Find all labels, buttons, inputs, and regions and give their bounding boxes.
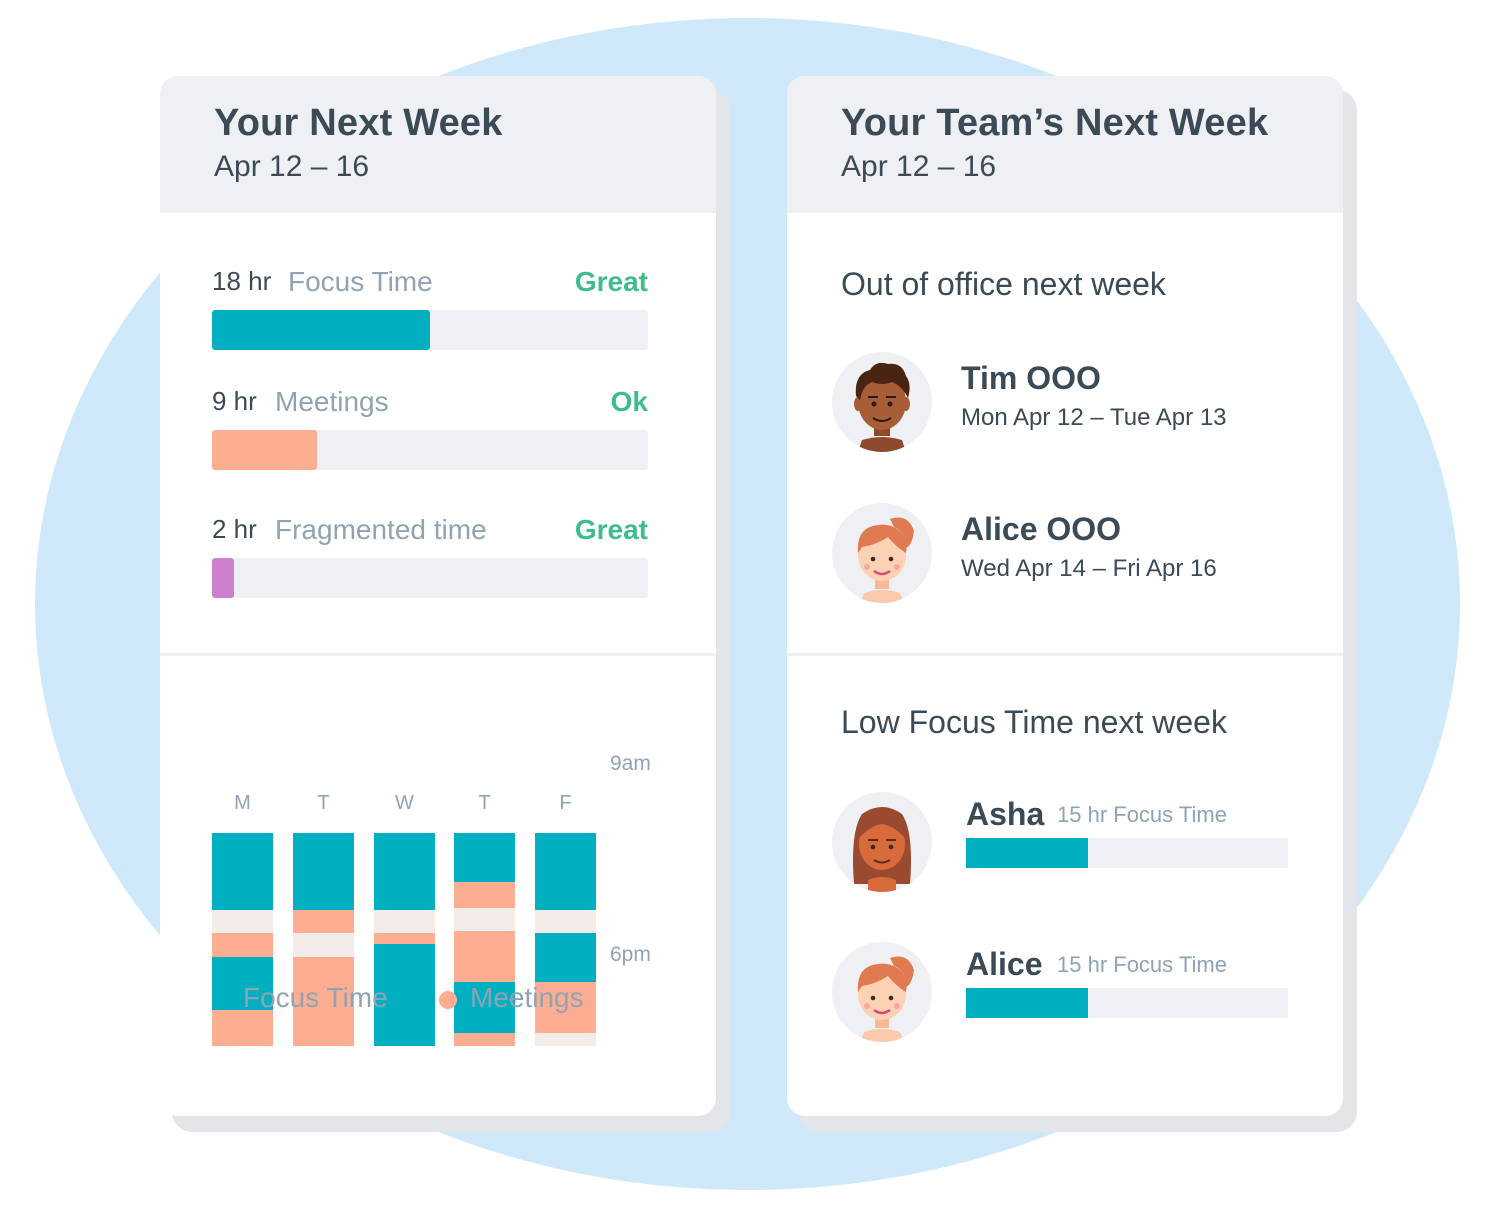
schedule-block-meetings <box>374 933 435 944</box>
schedule-block-meetings <box>293 909 354 934</box>
metric-bar-track <box>212 430 648 470</box>
metric-rating: Great <box>574 514 648 545</box>
section-divider <box>787 653 1343 656</box>
schedule-block-focus <box>454 982 515 1034</box>
low-focus-section-title: Low Focus Time next week <box>841 704 1227 740</box>
schedule-block-meetings <box>454 881 515 908</box>
legend-label: Meetings <box>470 982 584 1013</box>
card-date-range: Apr 12 – 16 <box>841 150 997 183</box>
person-name: Asha <box>966 796 1045 832</box>
team-next-week-card: Your Team’s Next Week Apr 12 – 16 Out of… <box>787 76 1343 1116</box>
person-focus-hours: 15 hr Focus Time <box>1057 952 1227 977</box>
focus-bar-fill <box>966 988 1089 1018</box>
focus-bar-track <box>966 838 1288 868</box>
woman-long-hair-avatar <box>832 792 932 892</box>
metric-label: Fragmented time <box>275 514 487 545</box>
schedule-block-gap <box>535 909 596 934</box>
schedule-block-gap <box>535 1033 596 1046</box>
legend-dot-focus <box>212 991 230 1009</box>
focus-bar-fill <box>966 838 1089 868</box>
schedule-block-focus <box>374 833 435 910</box>
woman-ponytail-avatar <box>832 942 932 1042</box>
section-divider <box>160 653 716 656</box>
focus-bar-track <box>966 988 1288 1018</box>
card-date-range: Apr 12 – 16 <box>214 150 370 183</box>
metric-focus-time: 18 hr Focus Time Great <box>212 266 648 356</box>
day-column <box>374 833 435 1046</box>
day-label: F <box>559 792 572 814</box>
schedule-block-meetings <box>212 933 273 957</box>
person-focus-hours: 15 hr Focus Time <box>1057 802 1227 827</box>
metric-rating: Ok <box>610 386 648 417</box>
schedule-block-focus <box>454 833 515 882</box>
schedule-block-focus <box>535 933 596 983</box>
metric-label: Meetings <box>275 386 389 417</box>
person-dates: Wed Apr 14 – Fri Apr 16 <box>961 555 1217 582</box>
metric-bar-fill <box>212 558 234 598</box>
legend-dot-meetings <box>439 991 457 1009</box>
schedule-block-meetings <box>212 1009 273 1046</box>
day-label: M <box>234 792 251 814</box>
schedule-block-meetings <box>535 982 596 1034</box>
person-dates: Mon Apr 12 – Tue Apr 13 <box>961 404 1227 431</box>
card-header: Your Team’s Next Week Apr 12 – 16 <box>787 76 1343 213</box>
schedule-block-meetings <box>454 930 515 983</box>
schedule-block-gap <box>212 909 273 934</box>
metric-rating: Great <box>574 266 648 297</box>
schedule-block-focus <box>535 833 596 910</box>
schedule-block-gap <box>374 909 435 934</box>
day-label: W <box>395 792 414 814</box>
schedule-block-focus <box>374 943 435 1046</box>
person-name: Alice OOO <box>961 511 1122 547</box>
day-column <box>454 833 515 1046</box>
metric-bar-fill <box>212 310 430 350</box>
schedule-block-gap <box>454 907 515 931</box>
metric-fragmented-time: 2 hr Fragmented time Great <box>212 514 648 604</box>
day-label: T <box>317 792 330 814</box>
day-label: T <box>478 792 491 814</box>
card-title: Your Next Week <box>214 102 503 144</box>
metric-hours: 2 hr <box>212 514 257 544</box>
woman-ponytail-avatar <box>832 503 932 603</box>
person-name: Alice <box>966 946 1043 982</box>
day-column <box>535 833 596 1046</box>
time-label-start: 9am <box>610 752 651 775</box>
man-curly-hair-avatar <box>832 352 932 452</box>
person-name: Tim OOO <box>961 360 1101 396</box>
card-title: Your Team’s Next Week <box>841 102 1269 144</box>
schedule-block-gap <box>293 933 354 957</box>
metric-bar-track <box>212 310 648 350</box>
your-next-week-card: Your Next Week Apr 12 – 16 18 hr Focus T… <box>160 76 716 1116</box>
metric-label: Focus Time <box>288 266 433 297</box>
legend-label: Focus Time <box>243 982 388 1013</box>
card-header: Your Next Week Apr 12 – 16 <box>160 76 716 213</box>
metric-bar-fill <box>212 430 317 470</box>
schedule-block-focus <box>212 833 273 910</box>
day-column <box>293 833 354 1046</box>
metric-meetings: 9 hr Meetings Ok <box>212 386 648 476</box>
metric-hours: 18 hr <box>212 266 272 296</box>
ooo-section-title: Out of office next week <box>841 266 1166 302</box>
schedule-block-meetings <box>293 956 354 1046</box>
schedule-block-focus <box>293 833 354 910</box>
day-column <box>212 833 273 1046</box>
time-label-end: 6pm <box>610 943 651 966</box>
schedule-block-meetings <box>454 1033 515 1046</box>
metric-hours: 9 hr <box>212 386 257 416</box>
metric-bar-track <box>212 558 648 598</box>
